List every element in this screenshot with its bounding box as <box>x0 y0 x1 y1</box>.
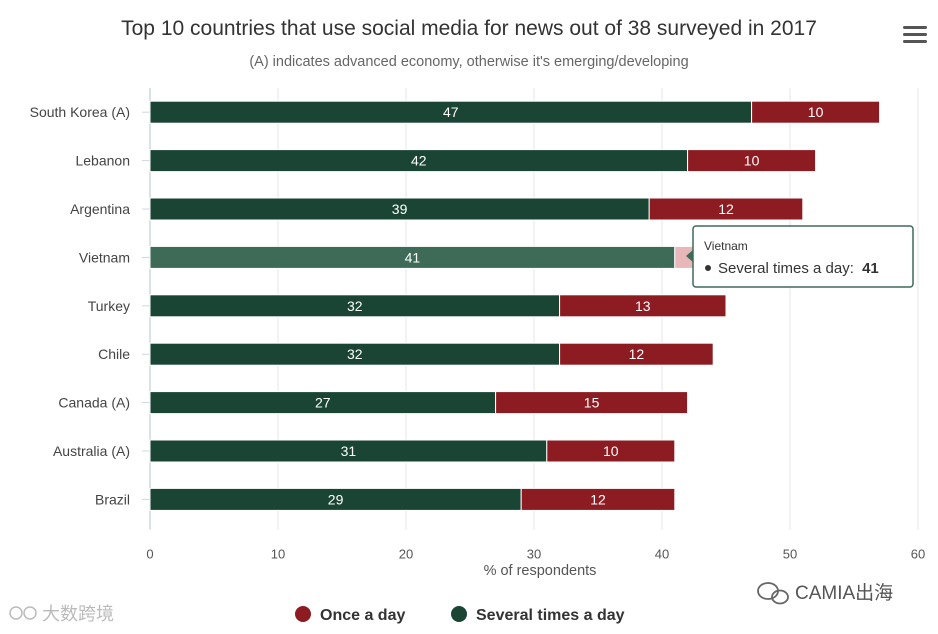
tooltip-body: Several times a day: 41 <box>718 260 879 277</box>
data-label-south-korea-a-several-times-a-day: 47 <box>443 104 459 120</box>
watermark-logo-icon <box>9 606 37 620</box>
x-tick-label-50: 50 <box>783 547 797 562</box>
legend: Once a day Several times a day <box>295 606 625 624</box>
y-tick-label-south-korea-a: South Korea (A) <box>30 104 130 120</box>
legend-label-several-times-a-day: Several times a day <box>476 607 625 624</box>
y-tick-label-turkey: Turkey <box>88 298 130 314</box>
y-tick-label-brazil: Brazil <box>95 491 130 507</box>
data-label-turkey-several-times-a-day: 32 <box>347 298 363 314</box>
labels: South Korea (A) 47 10 Lebanon 42 10 Argentina 3… <box>30 104 824 507</box>
data-label-lebanon-once-a-day: 10 <box>744 153 760 169</box>
x-tick-label-40: 40 <box>655 547 669 562</box>
chart-subtitle: (A) indicates advanced economy, otherwis… <box>249 54 688 70</box>
legend-item-several-times-a-day[interactable]: Several times a day <box>451 606 625 624</box>
watermark-left-text: 大数跨境 <box>42 604 114 624</box>
tooltip-series-label: Several times a day: <box>718 260 854 277</box>
chart-title: Top 10 countries that use social media f… <box>121 17 817 40</box>
tooltip: Vietnam Several times a day: 41 <box>686 225 914 288</box>
x-tick-label-0: 0 <box>146 547 153 562</box>
data-label-brazil-once-a-day: 12 <box>590 491 606 507</box>
data-label-vietnam-several-times-a-day: 41 <box>405 249 421 265</box>
bar-argentina-once-a-day[interactable] <box>648 197 804 221</box>
data-label-lebanon-several-times-a-day: 42 <box>411 153 427 169</box>
y-tick-label-lebanon: Lebanon <box>75 153 130 169</box>
watermark-right: CAMIA出海 <box>757 582 893 605</box>
data-label-argentina-once-a-day: 12 <box>718 201 734 217</box>
data-label-australia-a-several-times-a-day: 31 <box>341 443 357 459</box>
legend-marker-once-a-day <box>295 606 311 622</box>
tooltip-value: 41 <box>862 260 879 277</box>
x-tick-label-60: 60 <box>911 547 925 562</box>
data-label-brazil-several-times-a-day: 29 <box>328 491 344 507</box>
data-label-argentina-several-times-a-day: 39 <box>392 201 408 217</box>
x-tick-label-30: 30 <box>527 547 541 562</box>
y-tick-label-vietnam: Vietnam <box>79 249 130 265</box>
watermark-right-text: CAMIA出海 <box>795 582 893 604</box>
bars <box>149 100 881 511</box>
data-label-canada-a-several-times-a-day: 27 <box>315 395 331 411</box>
tooltip-pointer <box>686 249 694 263</box>
bar-south-korea-a-once-a-day[interactable] <box>751 100 881 124</box>
legend-marker-several-times-a-day <box>451 606 467 622</box>
y-tick-label-australia-a: Australia (A) <box>53 443 130 459</box>
tooltip-marker <box>705 265 711 271</box>
bar-australia-a-once-a-day[interactable] <box>546 439 676 463</box>
data-label-australia-a-once-a-day: 10 <box>603 443 619 459</box>
bar-canada-a-once-a-day[interactable] <box>495 391 689 415</box>
data-label-south-korea-a-once-a-day: 10 <box>808 104 824 120</box>
tooltip-title: Vietnam <box>704 239 748 253</box>
data-label-canada-a-once-a-day: 15 <box>584 395 600 411</box>
wechat-icon <box>757 582 789 605</box>
watermark-left: 大数跨境 <box>9 604 114 624</box>
x-tick-label-20: 20 <box>399 547 413 562</box>
x-tick-label-10: 10 <box>271 547 285 562</box>
tooltip-box <box>692 225 914 288</box>
y-tick-label-canada-a: Canada (A) <box>58 395 130 411</box>
y-tick-label-argentina: Argentina <box>70 201 130 217</box>
bar-turkey-once-a-day[interactable] <box>559 294 727 318</box>
menu-icon[interactable] <box>903 26 927 43</box>
data-label-chile-once-a-day: 12 <box>629 346 645 362</box>
bar-chile-once-a-day[interactable] <box>559 342 714 366</box>
legend-label-once-a-day: Once a day <box>320 607 405 624</box>
bar-brazil-once-a-day[interactable] <box>520 487 676 511</box>
bar-lebanon-once-a-day[interactable] <box>687 149 817 173</box>
y-tick-label-chile: Chile <box>98 346 130 362</box>
data-label-chile-several-times-a-day: 32 <box>347 346 363 362</box>
x-axis-title: % of respondents <box>484 563 597 579</box>
data-label-turkey-once-a-day: 13 <box>635 298 651 314</box>
legend-item-once-a-day[interactable]: Once a day <box>295 606 405 624</box>
